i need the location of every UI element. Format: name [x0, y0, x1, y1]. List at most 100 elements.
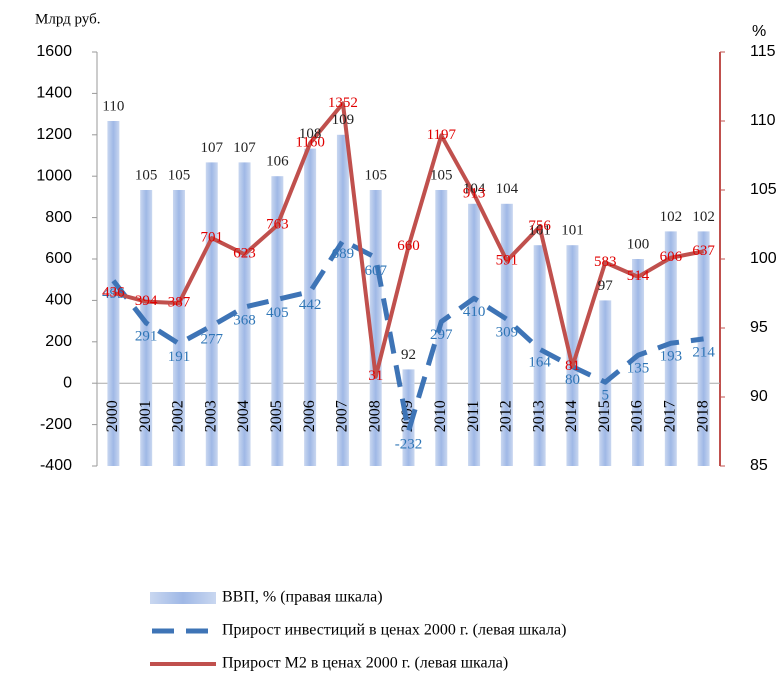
data-label: 105	[430, 167, 453, 183]
data-label: 436	[102, 284, 125, 300]
data-label: 756	[528, 218, 551, 234]
legend-label: ВВП, % (правая шкала)	[222, 589, 383, 606]
y-axis-label: Млрд руб.	[35, 11, 101, 27]
data-label: 105	[168, 167, 191, 183]
y2-tick-label: 105	[750, 181, 777, 198]
data-label: 31	[368, 368, 383, 384]
x-tick-label: 2011	[465, 400, 482, 431]
data-label: 164	[528, 355, 551, 371]
y-tick-label: 1600	[36, 43, 72, 60]
x-tick-label: 2002	[170, 400, 187, 432]
data-label: 107	[201, 140, 224, 156]
data-label: 623	[233, 246, 256, 262]
data-label: 637	[692, 243, 715, 259]
bar	[402, 369, 415, 466]
x-tick-label: 2016	[629, 400, 646, 432]
data-label: 913	[463, 186, 486, 202]
data-label: 607	[364, 263, 387, 279]
data-label: 193	[660, 349, 683, 365]
data-label: 763	[266, 217, 289, 233]
data-label: 104	[463, 181, 486, 197]
y-tick-label: 800	[45, 209, 72, 226]
data-label: 1352	[328, 95, 358, 111]
data-label: 214	[692, 344, 715, 360]
bar	[664, 231, 677, 466]
data-label: 135	[627, 361, 650, 377]
data-label: 102	[692, 209, 715, 225]
data-label: 514	[627, 268, 650, 284]
y-tick-label: 1400	[36, 85, 72, 102]
y2-tick-label: 85	[750, 457, 768, 474]
data-label: 368	[233, 312, 256, 328]
bar	[533, 245, 546, 466]
bar	[271, 176, 284, 466]
data-label: 291	[135, 328, 158, 344]
data-label: 394	[135, 293, 158, 309]
data-label: 660	[397, 238, 420, 254]
x-tick-label: 2006	[301, 400, 318, 432]
x-tick-label: 2013	[530, 400, 547, 432]
data-label: 191	[168, 349, 191, 365]
legend-label: Прирост М2 в ценах 2000 г. (левая шкала)	[222, 655, 508, 672]
bar	[238, 162, 251, 466]
data-label: 108	[299, 126, 322, 142]
dashed-line	[111, 238, 704, 434]
legend-label: Прирост инвестиций в ценах 2000 г. (лева…	[222, 622, 566, 639]
y-tick-label: 1200	[36, 126, 72, 143]
bar	[697, 231, 710, 466]
data-label: 701	[201, 230, 224, 246]
data-label: 81	[565, 358, 580, 374]
x-tick-label: 2010	[432, 400, 449, 432]
data-label: 583	[594, 254, 617, 270]
x-tick-label: 2001	[137, 400, 154, 432]
data-label: -232	[395, 437, 423, 453]
data-label: 297	[430, 327, 453, 343]
data-label: 105	[364, 167, 387, 183]
x-tick-label: 2004	[235, 400, 252, 432]
data-label: 100	[627, 236, 650, 252]
data-label: 1160	[295, 135, 324, 151]
x-tick-label: 2005	[268, 400, 285, 432]
data-label: 405	[266, 305, 289, 321]
x-tick-label: 2017	[661, 400, 678, 432]
bar	[172, 190, 185, 466]
data-label: 387	[168, 295, 191, 311]
data-label: 110	[102, 98, 124, 114]
y-tick-label: 600	[45, 250, 72, 267]
y2-tick-label: 90	[750, 388, 768, 405]
data-label: 107	[233, 140, 256, 156]
data-label: 105	[135, 167, 158, 183]
data-label: 442	[299, 297, 322, 313]
x-tick-label: 2012	[498, 400, 515, 432]
data-label: 104	[496, 181, 519, 197]
y-tick-label: 400	[45, 292, 72, 309]
bar	[468, 203, 481, 467]
y-tick-label: 1000	[36, 167, 72, 184]
y2-tick-label: 110	[750, 112, 776, 129]
data-label: 277	[201, 331, 224, 347]
x-tick-label: 2007	[334, 400, 351, 432]
legend-swatch	[150, 592, 216, 604]
bar	[566, 245, 579, 466]
data-label: 80	[565, 372, 580, 388]
y-tick-label: 200	[45, 333, 72, 350]
data-label: 92	[401, 347, 416, 363]
bar	[632, 259, 645, 466]
y-tick-label: -400	[40, 457, 72, 474]
data-label: 109	[332, 112, 355, 128]
data-label: 101	[561, 223, 584, 239]
x-tick-label: 2008	[366, 400, 383, 432]
x-tick-label: 2003	[202, 400, 219, 432]
bar	[336, 134, 349, 467]
data-label: 591	[496, 252, 519, 268]
y-tick-label: -200	[40, 416, 72, 433]
bar	[369, 190, 382, 466]
bar	[140, 190, 153, 466]
data-label: 606	[660, 249, 683, 265]
data-label: 101	[528, 223, 551, 239]
x-tick-label: 2015	[596, 400, 613, 432]
x-tick-label: 2000	[104, 400, 121, 432]
data-label: 309	[496, 325, 519, 341]
data-label: 689	[332, 246, 355, 262]
